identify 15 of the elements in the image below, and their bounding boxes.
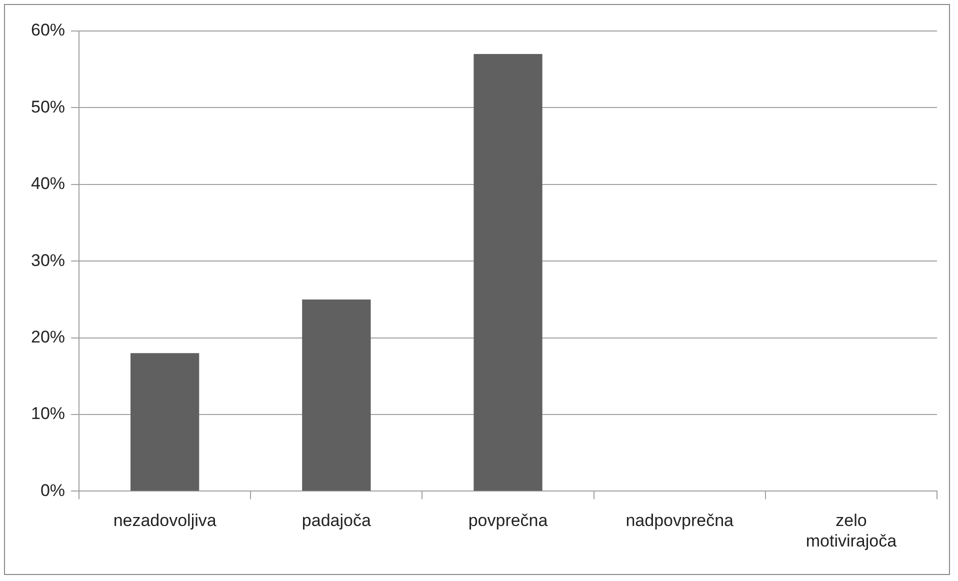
x-tick-label: padajoča	[302, 511, 372, 530]
y-tick-label: 40%	[30, 174, 66, 194]
y-tick-label: 10%	[30, 404, 66, 424]
bar	[474, 54, 542, 491]
y-tick-label: 30%	[30, 250, 66, 270]
y-tick-label: 50%	[30, 97, 66, 116]
y-tick-label: 60%	[30, 20, 66, 40]
x-tick-label: nezadovoljiva	[113, 511, 217, 530]
x-tick-label: povprečna	[468, 511, 548, 530]
bar	[302, 299, 371, 491]
x-tick-label: zelo motivirajoča	[806, 511, 898, 550]
x-tick-label: nadpovprečna	[626, 511, 734, 530]
bar	[130, 353, 200, 491]
y-tick-label: 0%	[40, 480, 66, 500]
y-tick-label: 20%	[30, 327, 66, 346]
